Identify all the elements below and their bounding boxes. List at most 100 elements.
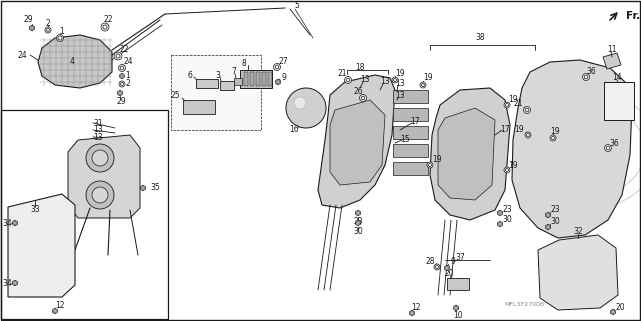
Text: 19: 19 bbox=[395, 68, 405, 77]
Text: 34: 34 bbox=[2, 219, 12, 228]
Text: 13: 13 bbox=[360, 75, 370, 84]
Circle shape bbox=[114, 52, 122, 60]
Polygon shape bbox=[318, 75, 395, 208]
Circle shape bbox=[499, 212, 501, 214]
Bar bbox=[196, 79, 218, 88]
Circle shape bbox=[119, 81, 125, 87]
Text: 19: 19 bbox=[508, 94, 518, 103]
Bar bbox=[393, 90, 428, 103]
Circle shape bbox=[454, 307, 457, 309]
Bar bbox=[183, 100, 215, 114]
Text: 19: 19 bbox=[508, 160, 518, 169]
Text: 13: 13 bbox=[395, 79, 405, 88]
Text: 24: 24 bbox=[123, 57, 133, 66]
Circle shape bbox=[92, 150, 108, 166]
Bar bbox=[604, 82, 634, 120]
Circle shape bbox=[506, 169, 508, 171]
Circle shape bbox=[116, 54, 120, 58]
Circle shape bbox=[119, 74, 124, 79]
Polygon shape bbox=[603, 53, 621, 69]
Text: 23: 23 bbox=[353, 216, 363, 225]
Circle shape bbox=[13, 222, 16, 224]
Bar bbox=[393, 108, 428, 121]
Circle shape bbox=[119, 92, 121, 94]
Polygon shape bbox=[13, 220, 17, 226]
Text: 26: 26 bbox=[353, 86, 363, 96]
Circle shape bbox=[346, 78, 350, 82]
Text: 13: 13 bbox=[380, 77, 390, 86]
Text: 1: 1 bbox=[60, 27, 64, 36]
Circle shape bbox=[277, 81, 279, 83]
Text: 3: 3 bbox=[215, 71, 221, 80]
Bar bbox=[171, 55, 261, 130]
Circle shape bbox=[584, 75, 588, 79]
Bar bbox=[240, 70, 272, 88]
Text: 13: 13 bbox=[93, 133, 103, 142]
Circle shape bbox=[101, 23, 109, 31]
Text: 22: 22 bbox=[103, 14, 113, 23]
Polygon shape bbox=[13, 280, 17, 286]
Polygon shape bbox=[140, 185, 146, 191]
Circle shape bbox=[525, 132, 531, 138]
Text: 19: 19 bbox=[432, 154, 442, 163]
Circle shape bbox=[274, 64, 281, 71]
Polygon shape bbox=[68, 135, 140, 218]
Polygon shape bbox=[497, 221, 503, 227]
Circle shape bbox=[435, 265, 438, 268]
Text: 19: 19 bbox=[514, 126, 524, 134]
Circle shape bbox=[86, 181, 114, 209]
Text: 30: 30 bbox=[550, 218, 560, 227]
Circle shape bbox=[547, 226, 549, 228]
Circle shape bbox=[445, 267, 448, 269]
Bar bbox=[262, 72, 266, 86]
Text: 38: 38 bbox=[475, 33, 485, 42]
Text: 9: 9 bbox=[281, 74, 287, 82]
Polygon shape bbox=[545, 212, 551, 218]
Polygon shape bbox=[410, 310, 415, 316]
Text: 1: 1 bbox=[126, 72, 130, 81]
Text: 30: 30 bbox=[502, 215, 512, 224]
Text: 17: 17 bbox=[500, 126, 510, 134]
Text: 32: 32 bbox=[573, 228, 583, 237]
Polygon shape bbox=[356, 220, 360, 226]
Circle shape bbox=[58, 36, 62, 40]
Text: 21: 21 bbox=[513, 100, 523, 108]
Text: 34: 34 bbox=[2, 279, 12, 288]
Polygon shape bbox=[445, 265, 449, 271]
Polygon shape bbox=[497, 210, 503, 216]
Text: 35: 35 bbox=[150, 184, 160, 193]
Circle shape bbox=[525, 108, 529, 112]
Circle shape bbox=[362, 96, 365, 100]
Circle shape bbox=[524, 107, 531, 114]
Polygon shape bbox=[512, 60, 632, 238]
Text: 13: 13 bbox=[93, 126, 103, 134]
Text: 4: 4 bbox=[70, 57, 74, 66]
Circle shape bbox=[357, 212, 359, 214]
Circle shape bbox=[121, 75, 123, 77]
Bar bbox=[393, 162, 428, 175]
Polygon shape bbox=[53, 308, 58, 314]
Text: 22: 22 bbox=[119, 45, 129, 54]
Text: 25: 25 bbox=[171, 91, 180, 100]
Circle shape bbox=[86, 144, 114, 172]
Circle shape bbox=[103, 25, 107, 29]
Polygon shape bbox=[454, 305, 458, 311]
Circle shape bbox=[394, 79, 397, 82]
Text: 30: 30 bbox=[353, 227, 363, 236]
Circle shape bbox=[275, 65, 279, 69]
Text: 14: 14 bbox=[612, 74, 622, 82]
Text: 7: 7 bbox=[231, 67, 237, 76]
Polygon shape bbox=[430, 88, 510, 220]
Circle shape bbox=[583, 74, 590, 81]
Text: 12: 12 bbox=[412, 302, 420, 311]
Text: 27: 27 bbox=[278, 57, 288, 66]
Circle shape bbox=[121, 82, 124, 85]
Bar bbox=[220, 81, 234, 90]
Circle shape bbox=[604, 144, 612, 152]
Circle shape bbox=[392, 77, 398, 83]
Text: 19: 19 bbox=[423, 74, 433, 82]
Text: 13: 13 bbox=[395, 91, 405, 100]
Circle shape bbox=[294, 97, 306, 109]
Text: 9: 9 bbox=[451, 257, 456, 266]
Bar bbox=[250, 72, 254, 86]
